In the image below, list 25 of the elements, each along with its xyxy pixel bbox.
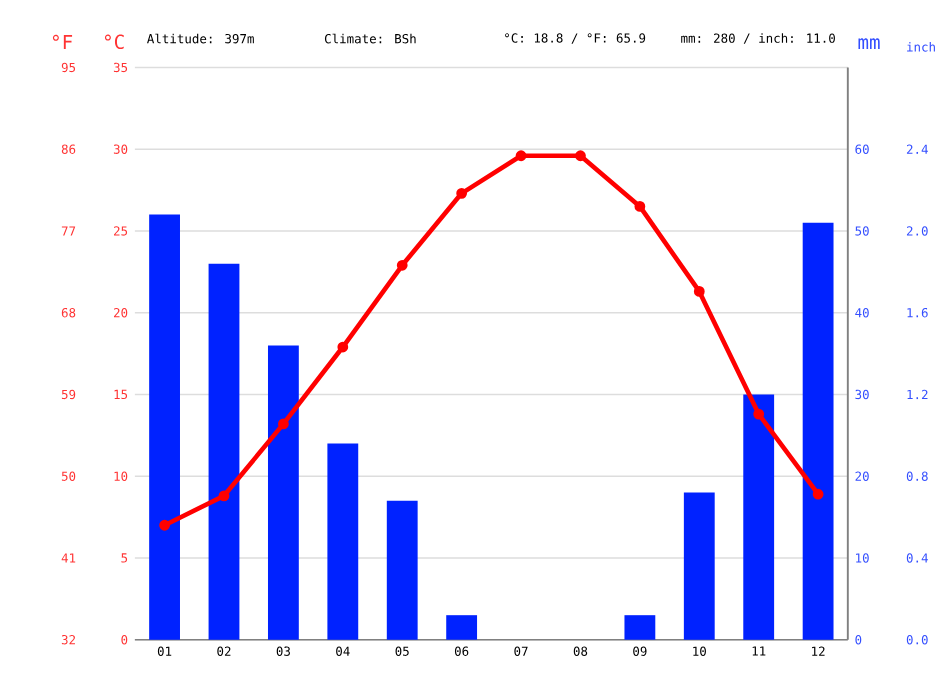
point bbox=[278, 418, 289, 430]
point bbox=[159, 519, 170, 531]
point bbox=[753, 408, 765, 420]
point bbox=[575, 150, 586, 162]
bar bbox=[683, 492, 715, 640]
y2-axis-title: mm bbox=[858, 38, 880, 50]
point bbox=[396, 259, 408, 271]
bar bbox=[802, 222, 834, 640]
bar bbox=[743, 394, 775, 640]
bar bbox=[149, 214, 180, 640]
point bbox=[634, 201, 646, 212]
bar bbox=[624, 615, 656, 640]
point bbox=[812, 488, 824, 500]
point bbox=[456, 187, 468, 199]
bar bbox=[446, 615, 478, 640]
bar bbox=[327, 443, 359, 640]
bar bbox=[208, 263, 240, 640]
y3-axis-title: °F bbox=[52, 34, 73, 50]
point bbox=[218, 490, 230, 502]
bar bbox=[386, 500, 418, 640]
point bbox=[693, 286, 705, 297]
point bbox=[337, 341, 349, 353]
point bbox=[515, 150, 527, 162]
bar bbox=[267, 345, 299, 640]
y-axis-title: °C bbox=[104, 34, 124, 50]
